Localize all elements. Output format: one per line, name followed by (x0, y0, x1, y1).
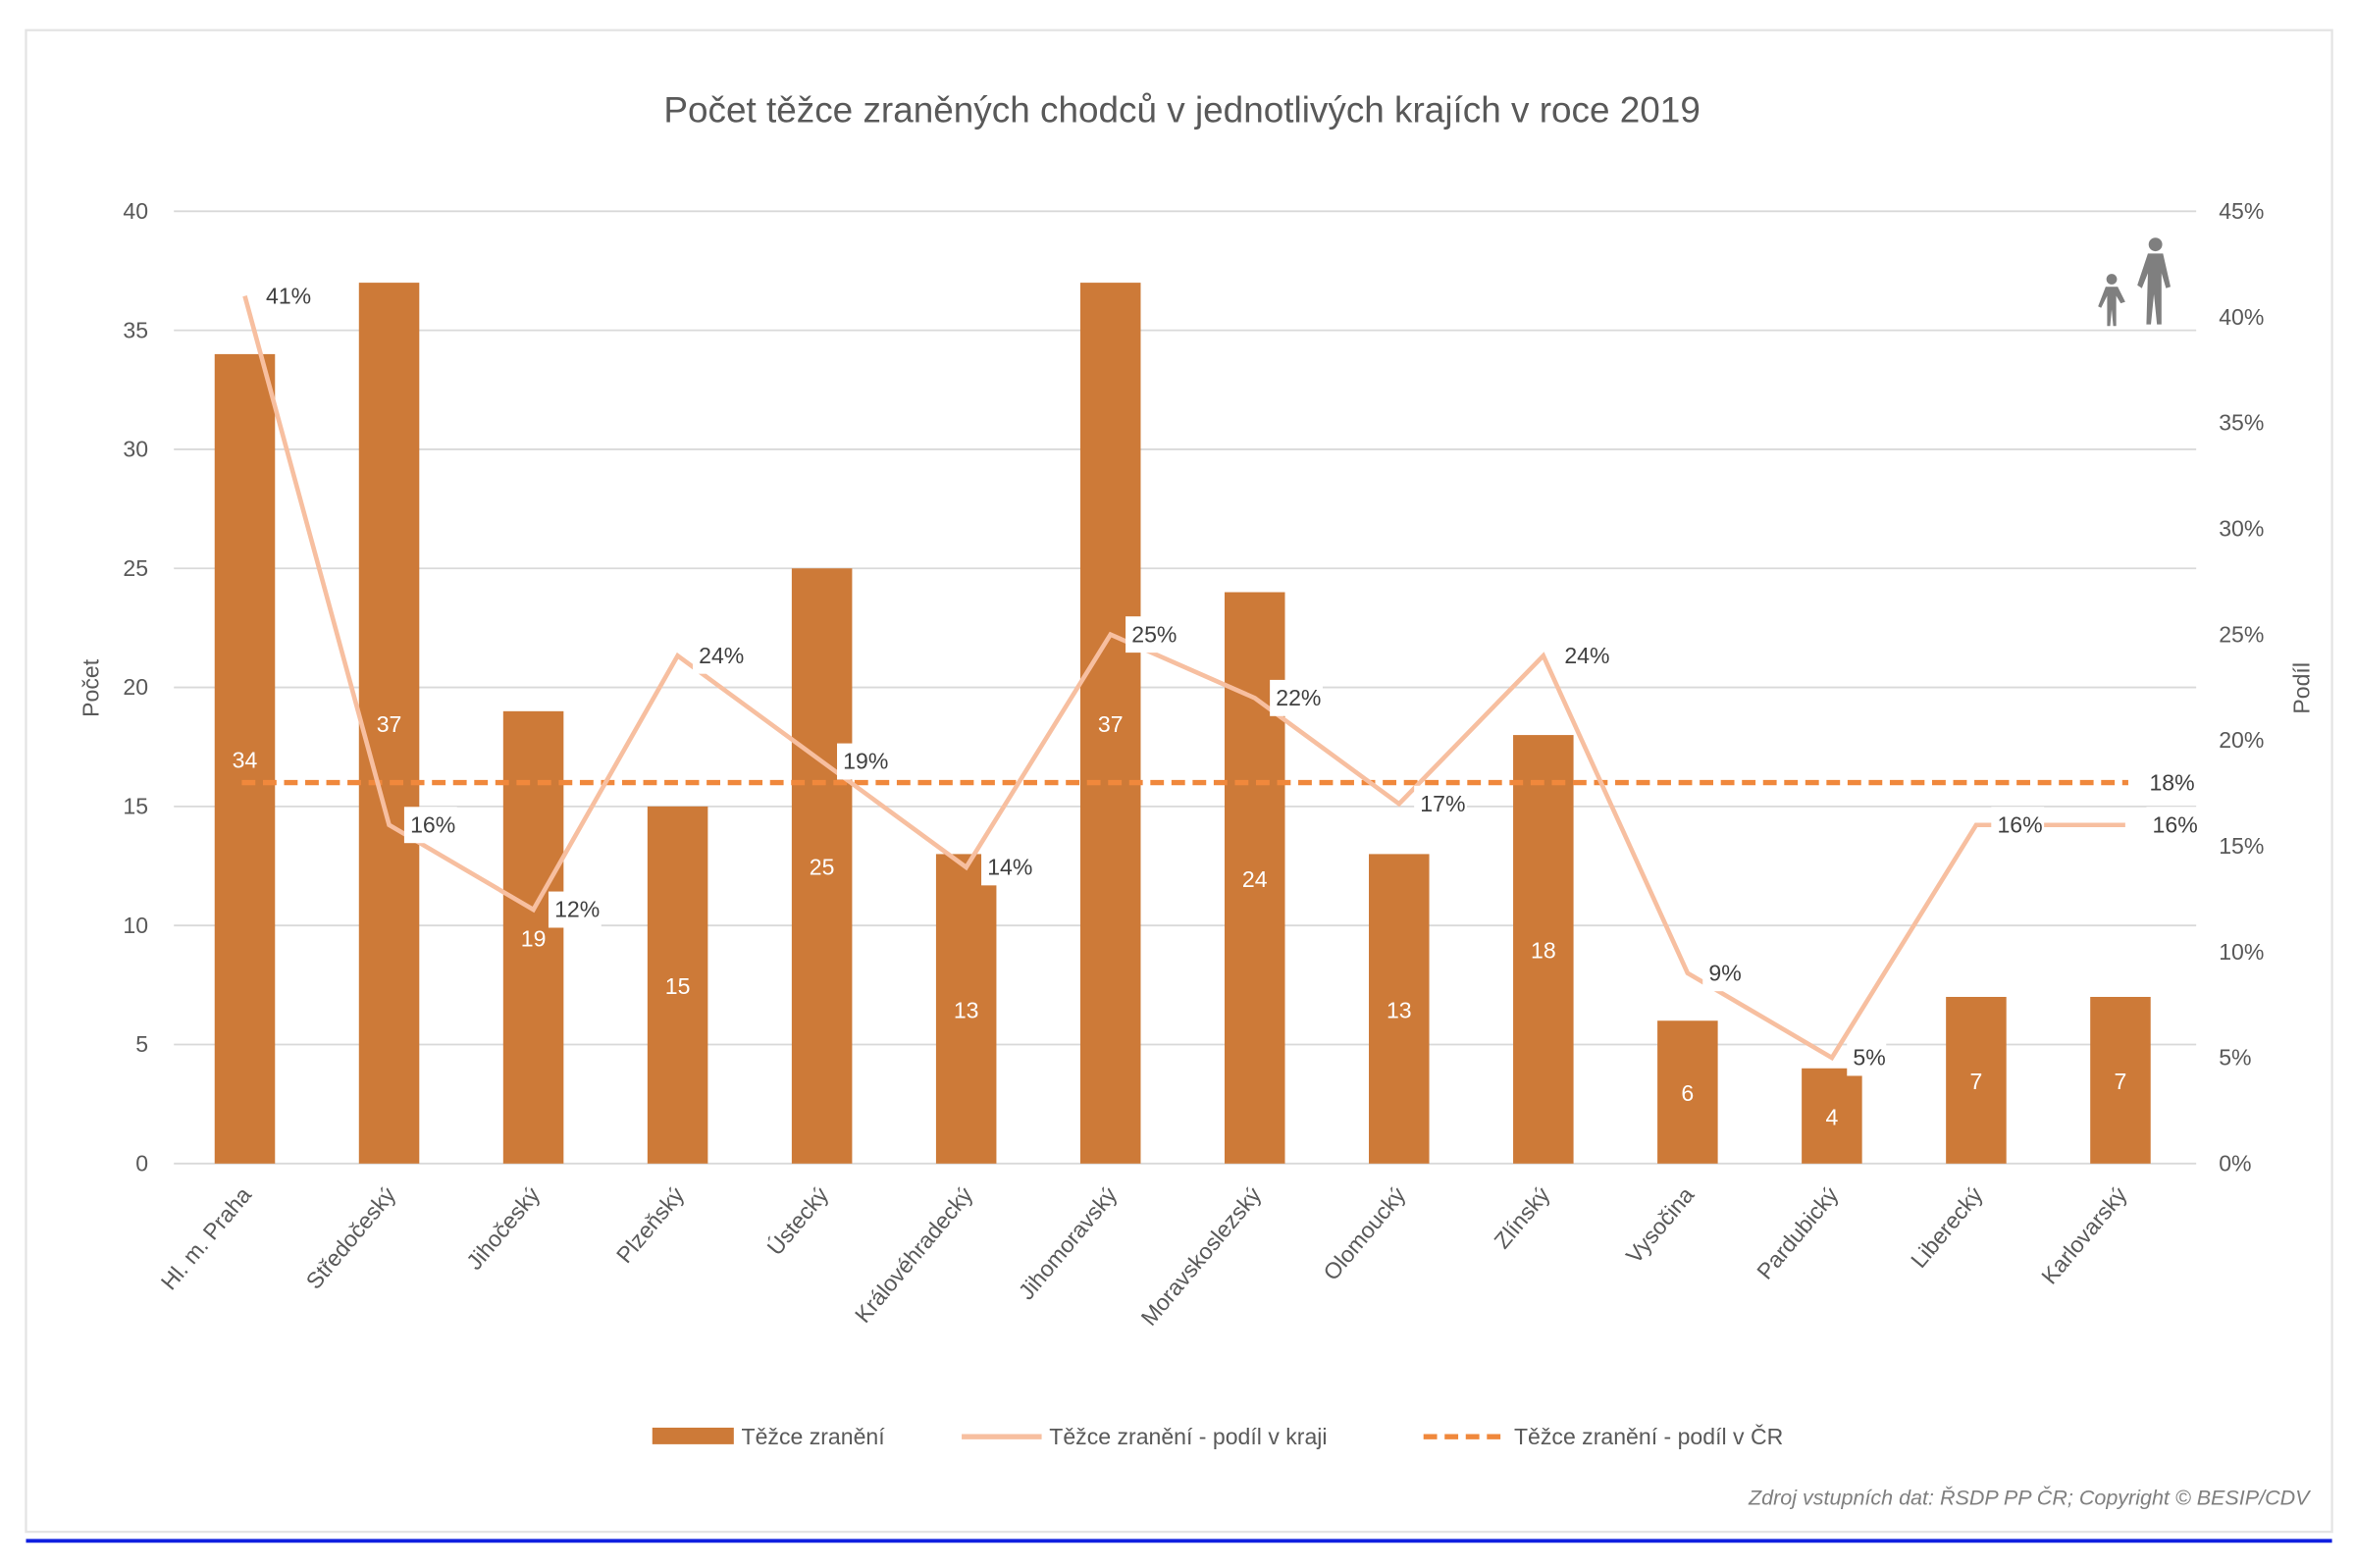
bar (1657, 1020, 1718, 1164)
legend: Těžce zranění Těžce zranění - podíl v kr… (652, 1423, 1783, 1449)
share-label-bg (692, 637, 746, 674)
share-value-label: 25% (1131, 621, 1177, 647)
legend-label-share: Těžce zranění - podíl v kraji (1049, 1424, 1327, 1449)
bar-value-label: 7 (1970, 1069, 1983, 1094)
y-axis-title: Počet (78, 658, 103, 717)
share-label-bg (1125, 616, 1178, 653)
axis-ticks: 0 5 10 15 20 25 30 35 40 0% 5% 10% 15% 20% 25% 30% 35% 40… (123, 198, 2264, 1176)
bar (647, 806, 708, 1164)
share-value-label: 24% (1564, 643, 1609, 668)
bar (935, 854, 997, 1164)
y2-tick-label: 40% (2219, 304, 2264, 330)
y-tick-label: 35 (123, 317, 148, 342)
y2-tick-label: 5% (2219, 1045, 2251, 1071)
legend-label-national: Těžce zranění - podíl v ČR (1514, 1423, 1783, 1449)
share-label-bg (548, 891, 602, 928)
bar-value-label: 37 (377, 711, 402, 737)
share-label-bg (2146, 807, 2200, 844)
bar (791, 568, 853, 1164)
share-value-label: 17% (1420, 791, 1465, 816)
y-tick-label: 10 (123, 913, 148, 938)
bar-value-label: 7 (2115, 1069, 2127, 1094)
y-tick-label: 40 (123, 198, 148, 224)
bar-value-label: 15 (665, 973, 691, 999)
legend-swatch-bars (652, 1427, 734, 1444)
share-value-label: 22% (1276, 685, 1321, 710)
pedestrian-adult-child-icon (2098, 237, 2172, 327)
bar (1946, 996, 2007, 1164)
share-label-bg (837, 743, 890, 780)
bar-value-label: 18 (1531, 938, 1556, 964)
y2-tick-label: 45% (2219, 198, 2264, 224)
share-value-label: 5% (1853, 1045, 1885, 1071)
y-tick-label: 15 (123, 794, 148, 819)
share-label-bg (981, 849, 1034, 886)
share-value-label: 9% (1708, 960, 1741, 985)
y2-axis-title: Podíl (2289, 662, 2315, 714)
bar (358, 283, 420, 1164)
bar (1802, 1068, 1862, 1164)
share-label-bg (1702, 955, 1743, 992)
y-tick-label: 30 (123, 437, 148, 462)
national-share-label: 18% (2149, 769, 2194, 795)
bar (214, 353, 276, 1164)
y-tick-label: 25 (123, 555, 148, 581)
share-value-label: 19% (843, 749, 888, 774)
bar-value-label: 37 (1098, 711, 1124, 737)
y2-tick-label: 25% (2219, 621, 2264, 647)
bar (1513, 735, 1574, 1164)
y-tick-label: 20 (123, 674, 148, 700)
share-value-label: 16% (1997, 811, 2042, 837)
bar-value-label: 25 (810, 855, 835, 880)
share-label-bg (403, 807, 457, 844)
y2-tick-label: 0% (2219, 1151, 2251, 1176)
bar-value-label: 24 (1242, 866, 1268, 892)
chart-title: Počet těžce zraněných chodců v jednotliv… (663, 90, 1701, 131)
bar-value-label: 4 (1825, 1105, 1838, 1130)
bars: 34 37 19 15 25 13 37 24 13 18 6 4 7 7 (214, 283, 2151, 1164)
y2-tick-label: 10% (2219, 939, 2264, 965)
share-label-bg (1270, 679, 1323, 716)
y2-tick-label: 20% (2219, 727, 2264, 753)
source-note: Zdroj vstupních dat: ŘSDP PP ČR; Copyrig… (1748, 1485, 2312, 1509)
share-labels: 41% 16% 12% 24% 19% 14% 25% 22% 17% 24% 9% 5% 16% 16%… (259, 278, 2200, 1076)
y2-tick-label: 35% (2219, 410, 2264, 436)
bar (502, 710, 564, 1164)
y-tick-label: 0 (135, 1151, 148, 1176)
share-label-bg (1847, 1039, 1887, 1076)
y-tick-label: 5 (135, 1031, 148, 1057)
bar (2090, 996, 2151, 1164)
bar-value-label: 19 (521, 926, 547, 952)
bar-value-label: 13 (954, 997, 979, 1022)
bar (1079, 283, 1141, 1164)
share-label-bg (259, 278, 313, 315)
share-value-label: 24% (699, 643, 744, 668)
y2-tick-label: 15% (2219, 833, 2264, 859)
share-label-bg (1991, 807, 2045, 844)
bar (1369, 854, 1430, 1164)
y2-tick-label: 30% (2219, 516, 2264, 542)
share-value-label: 16% (410, 811, 455, 837)
share-label-bg (1414, 785, 1467, 822)
bar-value-label: 6 (1681, 1080, 1694, 1106)
regional-share-line (242, 294, 2125, 1062)
share-value-label: 12% (554, 897, 600, 922)
share-value-label: 16% (2153, 811, 2198, 837)
share-label-bg (1558, 637, 1612, 674)
bar-value-label: 34 (233, 748, 258, 773)
share-value-label: 41% (266, 283, 311, 308)
bar-value-label: 13 (1387, 997, 1412, 1022)
legend-label-bars: Těžce zranění (742, 1424, 886, 1449)
share-value-label: 14% (987, 855, 1032, 880)
